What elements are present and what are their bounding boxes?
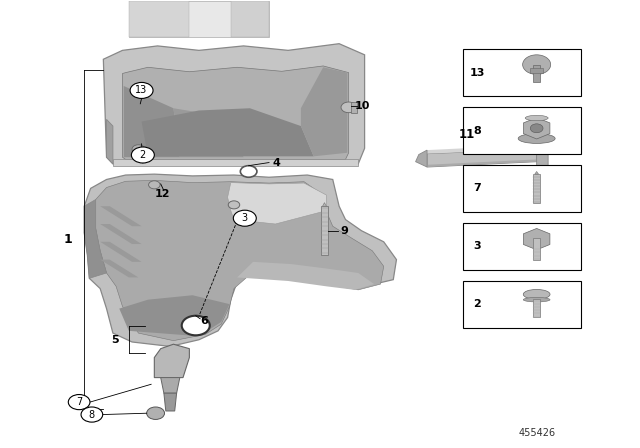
Polygon shape	[84, 199, 106, 278]
Polygon shape	[106, 119, 113, 164]
Text: 2: 2	[474, 299, 481, 309]
Circle shape	[341, 102, 356, 113]
Text: 455426: 455426	[518, 428, 556, 438]
Bar	[534, 174, 540, 202]
Circle shape	[132, 145, 145, 154]
Polygon shape	[427, 149, 537, 167]
Circle shape	[182, 316, 210, 335]
Text: 13: 13	[136, 86, 148, 95]
Text: 7: 7	[474, 183, 481, 194]
Text: 2: 2	[140, 150, 146, 160]
Circle shape	[81, 407, 102, 422]
Text: 3: 3	[242, 213, 248, 223]
Polygon shape	[164, 393, 177, 411]
Text: 11: 11	[458, 129, 475, 142]
Polygon shape	[100, 260, 138, 277]
Text: 13: 13	[470, 68, 485, 78]
Polygon shape	[122, 66, 349, 159]
Polygon shape	[427, 159, 537, 167]
Polygon shape	[154, 344, 189, 378]
Bar	[534, 299, 540, 318]
Polygon shape	[124, 86, 180, 157]
Text: 9: 9	[340, 226, 348, 236]
Ellipse shape	[524, 289, 550, 299]
Circle shape	[130, 82, 153, 99]
Bar	[463, 49, 581, 96]
Polygon shape	[103, 44, 365, 164]
Polygon shape	[173, 108, 244, 157]
Circle shape	[241, 166, 257, 177]
Circle shape	[228, 201, 240, 209]
Bar	[533, 238, 540, 260]
Bar	[463, 107, 581, 154]
Polygon shape	[129, 1, 189, 37]
Polygon shape	[129, 1, 269, 37]
Polygon shape	[228, 183, 326, 224]
Text: 8: 8	[474, 125, 481, 135]
Polygon shape	[96, 181, 384, 340]
Polygon shape	[321, 206, 328, 255]
Bar	[463, 223, 581, 270]
Text: 5: 5	[111, 335, 118, 345]
Text: 12: 12	[154, 189, 170, 199]
Polygon shape	[323, 202, 326, 206]
Polygon shape	[351, 102, 357, 113]
Polygon shape	[113, 159, 358, 166]
Bar	[463, 165, 581, 212]
Polygon shape	[301, 67, 348, 156]
Ellipse shape	[525, 116, 548, 121]
Polygon shape	[141, 108, 314, 156]
Text: 4: 4	[273, 158, 280, 168]
Text: 10: 10	[355, 101, 370, 111]
Polygon shape	[415, 150, 427, 167]
Polygon shape	[231, 1, 269, 37]
Polygon shape	[237, 262, 374, 290]
Bar	[531, 68, 543, 73]
Circle shape	[148, 181, 160, 189]
Text: 8: 8	[89, 409, 95, 420]
Polygon shape	[537, 145, 548, 167]
Bar	[534, 65, 540, 82]
Polygon shape	[100, 224, 141, 244]
Circle shape	[68, 395, 90, 409]
Text: 1: 1	[64, 233, 73, 246]
Ellipse shape	[524, 297, 550, 302]
Ellipse shape	[518, 134, 555, 143]
Polygon shape	[161, 378, 180, 393]
Polygon shape	[100, 242, 141, 262]
Circle shape	[147, 407, 164, 419]
Bar	[463, 281, 581, 327]
Polygon shape	[119, 295, 230, 336]
Polygon shape	[427, 145, 537, 154]
Circle shape	[131, 147, 154, 163]
Circle shape	[531, 124, 543, 133]
Polygon shape	[84, 174, 396, 346]
Circle shape	[234, 210, 256, 226]
Polygon shape	[535, 172, 539, 174]
Text: 3: 3	[474, 241, 481, 251]
Circle shape	[523, 55, 550, 74]
Text: 7: 7	[76, 397, 83, 407]
Polygon shape	[100, 206, 141, 226]
Text: 6: 6	[200, 315, 208, 326]
